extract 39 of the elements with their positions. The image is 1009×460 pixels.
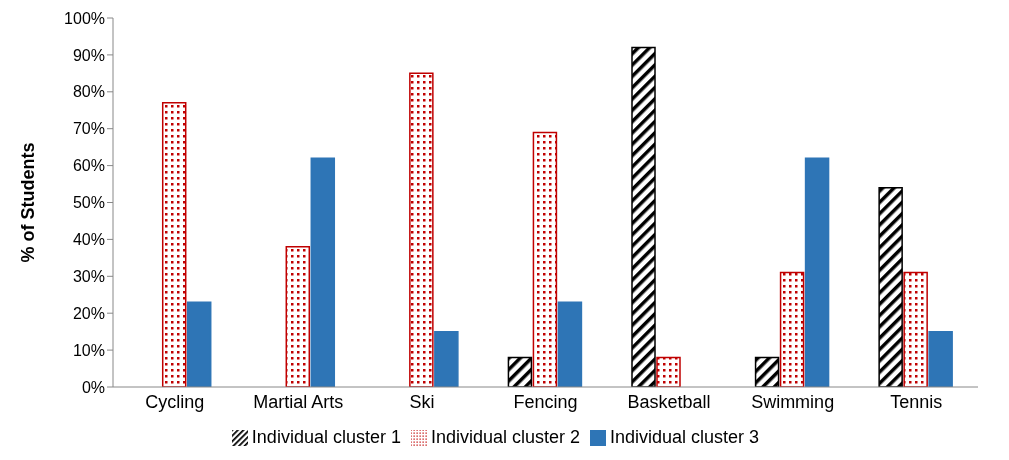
bar [631, 46, 656, 387]
y-tick-label: 20% [72, 304, 105, 322]
bar [409, 72, 434, 387]
x-tick-label: Martial Arts [253, 391, 344, 412]
legend-label: Individual cluster 2 [430, 427, 581, 447]
bar [557, 301, 583, 387]
y-tick-label: 30% [72, 267, 105, 285]
x-tick-label: Swimming [751, 391, 835, 412]
x-tick-label: Basketball [627, 391, 711, 412]
y-tick-label: 90% [72, 46, 105, 64]
y-tick-label: 50% [72, 194, 105, 212]
bar [186, 301, 212, 387]
bar [928, 330, 953, 387]
bar [804, 157, 830, 387]
y-tick-label: 0% [81, 378, 105, 396]
x-tick-label: Ski [409, 391, 435, 412]
x-tick-label: Fencing [513, 391, 578, 412]
bar [878, 186, 903, 387]
bar [434, 330, 459, 387]
y-tick-label: 80% [72, 83, 105, 101]
bar [656, 356, 681, 387]
y-tick-label: 100% [64, 9, 105, 27]
y-tick-label: 60% [72, 157, 105, 175]
x-tick-label: Tennis [890, 391, 943, 412]
bar [532, 131, 558, 387]
y-tick-label: 40% [72, 231, 105, 249]
x-tick-label: Cycling [145, 391, 205, 412]
bar [507, 356, 533, 387]
y-tick-label: 70% [72, 120, 105, 138]
bar [285, 246, 311, 387]
bar [903, 271, 928, 387]
y-tick-label: 10% [72, 341, 105, 359]
bar [310, 157, 336, 387]
legend-label: Individual cluster 3 [610, 427, 760, 447]
legend-label: Individual cluster 1 [251, 427, 401, 447]
y-axis-title: % of Students [18, 142, 39, 263]
bar [754, 356, 780, 387]
bar [161, 102, 187, 387]
bar [779, 271, 805, 387]
